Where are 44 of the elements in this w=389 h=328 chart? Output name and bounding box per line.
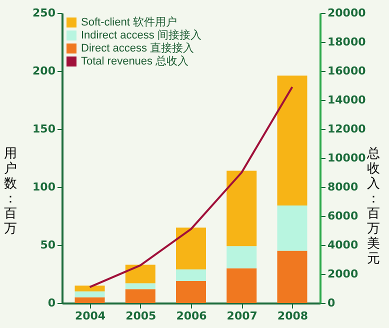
y-tick-label: 100: [32, 180, 56, 194]
y2-axis-title: 总收入：百万美元: [366, 146, 380, 266]
legend-label: Total revenues 总收入: [81, 54, 189, 68]
y2-tick-label: 10000: [328, 152, 366, 164]
bar: [226, 268, 257, 303]
legend-label: Soft-client 软件用户: [81, 16, 177, 28]
y-tick-label: 50: [40, 238, 56, 252]
x-tick-label: 2008: [277, 310, 308, 322]
x-tick-label: 2007: [226, 310, 258, 322]
y2-tick-label: 6000: [328, 210, 358, 222]
bar: [125, 283, 156, 290]
y2-tick-label: 2000: [328, 268, 358, 280]
y-tick-label: 0: [48, 296, 56, 310]
bar: [226, 170, 257, 246]
bar: [176, 280, 206, 303]
bar: [74, 297, 105, 303]
legend-label: Indirect access 间接接入: [81, 28, 202, 42]
bar: [277, 206, 308, 251]
bar: [277, 76, 308, 206]
bar: [176, 228, 206, 270]
y2-tick-label: 18000: [328, 36, 366, 48]
bar: [226, 246, 257, 268]
legend-label: Direct access 直接接入: [81, 42, 194, 54]
line-series: [88, 86, 294, 288]
y2-tick-label: 4000: [328, 238, 358, 252]
y2-tick-label: 0: [328, 296, 336, 310]
bar: [176, 269, 206, 281]
y2-tick-label: 20000: [328, 6, 366, 20]
bar: [277, 250, 308, 303]
bar: [125, 289, 156, 303]
y2-tick-label: 14000: [328, 94, 366, 106]
bar: [125, 264, 156, 284]
y2-tick-label: 16000: [328, 64, 366, 78]
y2-tick-label: 12000: [328, 122, 366, 136]
y2-tick-label: 8000: [328, 180, 358, 194]
y-tick-label: 200: [32, 64, 56, 78]
x-tick-label: 2006: [176, 310, 208, 322]
bar: [74, 286, 105, 292]
y-tick-label: 150: [32, 122, 56, 136]
x-tick-label: 2004: [74, 310, 106, 322]
x-tick-label: 2005: [126, 310, 156, 322]
y-tick-label: 250: [32, 6, 56, 20]
bar: [74, 291, 105, 298]
y-axis-title: 用户数：百万: [4, 146, 17, 236]
